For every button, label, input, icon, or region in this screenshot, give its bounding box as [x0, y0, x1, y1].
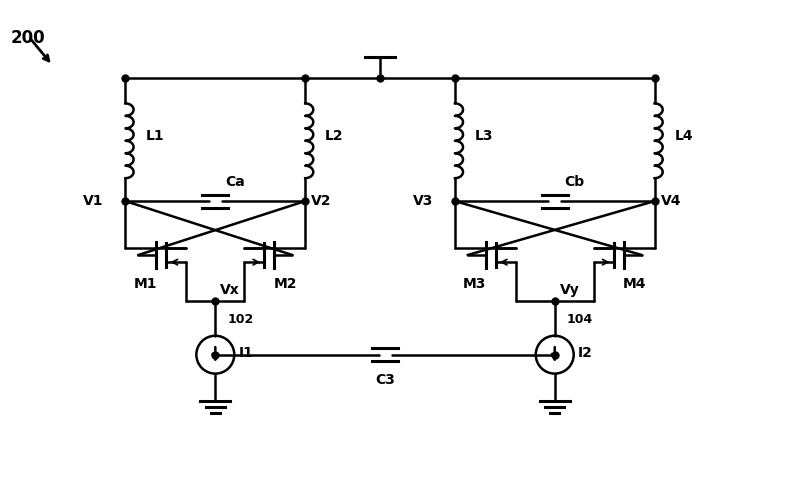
Text: V1: V1: [83, 194, 103, 208]
Text: C3: C3: [375, 372, 395, 386]
Text: M4: M4: [623, 277, 646, 291]
Text: V2: V2: [311, 194, 332, 208]
Text: Vx: Vx: [220, 283, 240, 297]
Text: V4: V4: [661, 194, 681, 208]
Text: M2: M2: [274, 277, 297, 291]
Text: L2: L2: [325, 129, 344, 143]
Text: Ca: Ca: [226, 175, 245, 189]
Text: I2: I2: [578, 346, 593, 360]
Text: Vy: Vy: [560, 283, 579, 297]
Text: L3: L3: [475, 129, 494, 143]
Text: 200: 200: [10, 28, 46, 47]
Text: Cb: Cb: [565, 175, 585, 189]
Text: V3: V3: [413, 194, 433, 208]
Text: I1: I1: [238, 346, 253, 360]
Text: L1: L1: [146, 129, 164, 143]
Text: 104: 104: [566, 313, 593, 326]
Text: M1: M1: [134, 277, 157, 291]
Text: L4: L4: [674, 129, 693, 143]
Text: M3: M3: [463, 277, 486, 291]
Text: 102: 102: [227, 313, 254, 326]
